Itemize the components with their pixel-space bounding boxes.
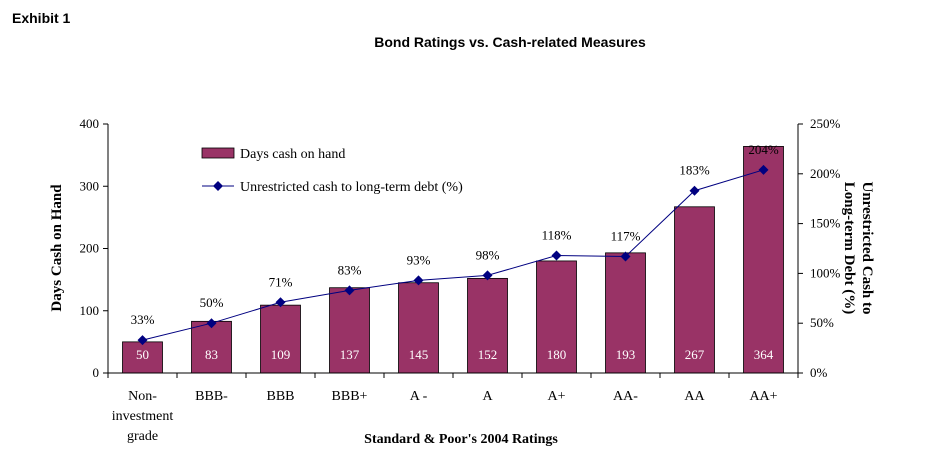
bar-9 (743, 146, 784, 374)
y-axis-title-right-line2: Long-term Debt (%) (841, 182, 857, 314)
x-tick-label-7-0: AA- (613, 389, 638, 404)
x-tick-label-0-0: Non- (128, 389, 157, 404)
line-marker-5 (482, 270, 493, 281)
x-tick-label-9-0: AA+ (749, 389, 777, 404)
line-marker-6 (551, 250, 562, 261)
bar-data-label-7: 193 (616, 347, 636, 362)
y-tick-label-right-2: 100% (810, 265, 841, 280)
bar-3 (329, 287, 370, 374)
line-data-label-9: 204% (748, 142, 779, 157)
line-data-label-1: 50% (200, 295, 224, 310)
line-data-label-3: 83% (338, 262, 362, 277)
y-axis-title-left: Days Cash on Hand (49, 184, 65, 312)
bar-1 (191, 320, 232, 374)
line-marker-9 (758, 164, 769, 175)
legend-bar-label: Days cash on hand (240, 147, 345, 162)
line-data-label-2: 71% (269, 274, 293, 289)
line-data-label-5: 98% (476, 247, 500, 262)
line-marker-7 (620, 251, 631, 262)
x-tick-label-3-0: BBB+ (332, 389, 368, 404)
bar-6 (536, 260, 577, 374)
line-marker-0 (137, 335, 148, 346)
x-tick-label-0-1: investment (112, 409, 174, 424)
bar-data-label-6: 180 (547, 347, 567, 362)
line-marker-4 (413, 275, 424, 286)
x-tick-label-4-0: A - (410, 389, 428, 404)
y-tick-label-left-1: 100 (80, 303, 100, 318)
y-tick-label-left-3: 300 (80, 178, 100, 193)
bar-data-label-0: 50 (136, 347, 149, 362)
legend-line-label: Unrestricted cash to long-term debt (%) (240, 180, 463, 195)
bar-0 (122, 341, 163, 374)
line-data-label-8: 183% (679, 163, 710, 178)
y-tick-label-left-2: 200 (80, 241, 100, 256)
y-tick-label-left-4: 400 (80, 116, 100, 131)
chart-title: Bond Ratings vs. Cash-related Measures (374, 34, 646, 50)
line-data-label-7: 117% (611, 228, 641, 243)
y-tick-label-left-0: 0 (93, 365, 100, 380)
line-data-label-6: 118% (542, 227, 572, 242)
bar-2 (260, 304, 301, 374)
y-tick-label-right-0: 0% (810, 365, 828, 380)
line-marker-8 (689, 185, 700, 196)
legend-bar-swatch (201, 147, 235, 159)
x-tick-label-2-0: BBB (266, 389, 294, 404)
y-tick-label-right-1: 50% (810, 315, 834, 330)
line-marker-3 (344, 285, 355, 296)
bar-data-label-2: 109 (271, 347, 291, 362)
line-data-label-0: 33% (131, 312, 155, 327)
bar-data-label-1: 83 (205, 347, 218, 362)
exhibit-label: Exhibit 1 (12, 10, 71, 26)
x-tick-label-1-0: BBB- (195, 389, 228, 404)
bar-data-label-5: 152 (478, 347, 498, 362)
line-marker-1 (206, 318, 217, 329)
x-tick-label-5-0: A (482, 389, 493, 404)
legend-line-marker (213, 181, 223, 191)
bar-data-label-4: 145 (409, 347, 429, 362)
x-tick-label-0-2: grade (127, 429, 158, 444)
bar-data-label-3: 137 (340, 347, 360, 362)
y-tick-label-right-5: 250% (810, 116, 841, 131)
bar-data-label-9: 364 (754, 347, 774, 362)
x-axis-title: Standard & Poor's 2004 Ratings (364, 432, 558, 447)
line-marker-2 (275, 297, 286, 308)
x-tick-label-8-0: AA (684, 389, 705, 404)
bar-data-label-8: 267 (685, 347, 705, 362)
line-series (142, 169, 764, 341)
y-tick-label-right-4: 200% (810, 166, 841, 181)
line-data-label-4: 93% (407, 252, 431, 267)
x-tick-label-6-0: A+ (547, 389, 565, 404)
y-tick-label-right-3: 150% (810, 216, 841, 231)
y-axis-title-right-line1: Unrestricted Cash to (859, 181, 875, 314)
